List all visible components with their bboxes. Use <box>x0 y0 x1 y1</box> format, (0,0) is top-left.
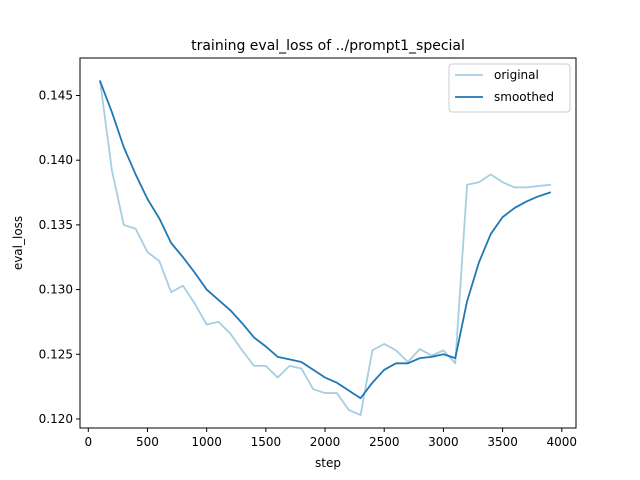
x-tick-label: 0 <box>84 435 92 449</box>
legend: original smoothed <box>448 63 571 113</box>
x-axis-ticks: 0 500 1000 1500 2000 2500 3000 3500 4000 <box>84 428 577 449</box>
series-line-original <box>99 80 551 416</box>
x-tick-label: 1500 <box>251 435 282 449</box>
legend-smoothed-label: smoothed <box>494 90 554 104</box>
y-tick-label: 0.125 <box>39 347 73 361</box>
y-tick-label: 0.120 <box>39 412 73 426</box>
x-tick-label: 1000 <box>191 435 222 449</box>
y-tick-label: 0.145 <box>39 89 73 103</box>
y-tick-label: 0.130 <box>39 283 73 297</box>
y-axis-label: eval_loss <box>11 216 25 270</box>
x-tick-label: 2000 <box>310 435 341 449</box>
x-tick-label: 3500 <box>487 435 518 449</box>
x-tick-label: 4000 <box>547 435 578 449</box>
y-tick-label: 0.140 <box>39 153 73 167</box>
series-line-smoothed <box>98 80 552 400</box>
plot-frame <box>79 57 577 429</box>
legend-box <box>448 63 571 113</box>
y-tick-label: 0.135 <box>39 218 73 232</box>
x-tick-label: 500 <box>136 435 159 449</box>
chart-title: training eval_loss of ../prompt1_special <box>191 38 465 54</box>
x-tick-label: 3000 <box>428 435 459 449</box>
x-tick-label: 2500 <box>369 435 400 449</box>
plot-lines <box>98 80 552 416</box>
y-axis-ticks: 0.120 0.125 0.130 0.135 0.140 0.145 <box>39 89 80 426</box>
x-axis-label: step <box>315 456 341 470</box>
legend-original-label: original <box>494 68 539 82</box>
